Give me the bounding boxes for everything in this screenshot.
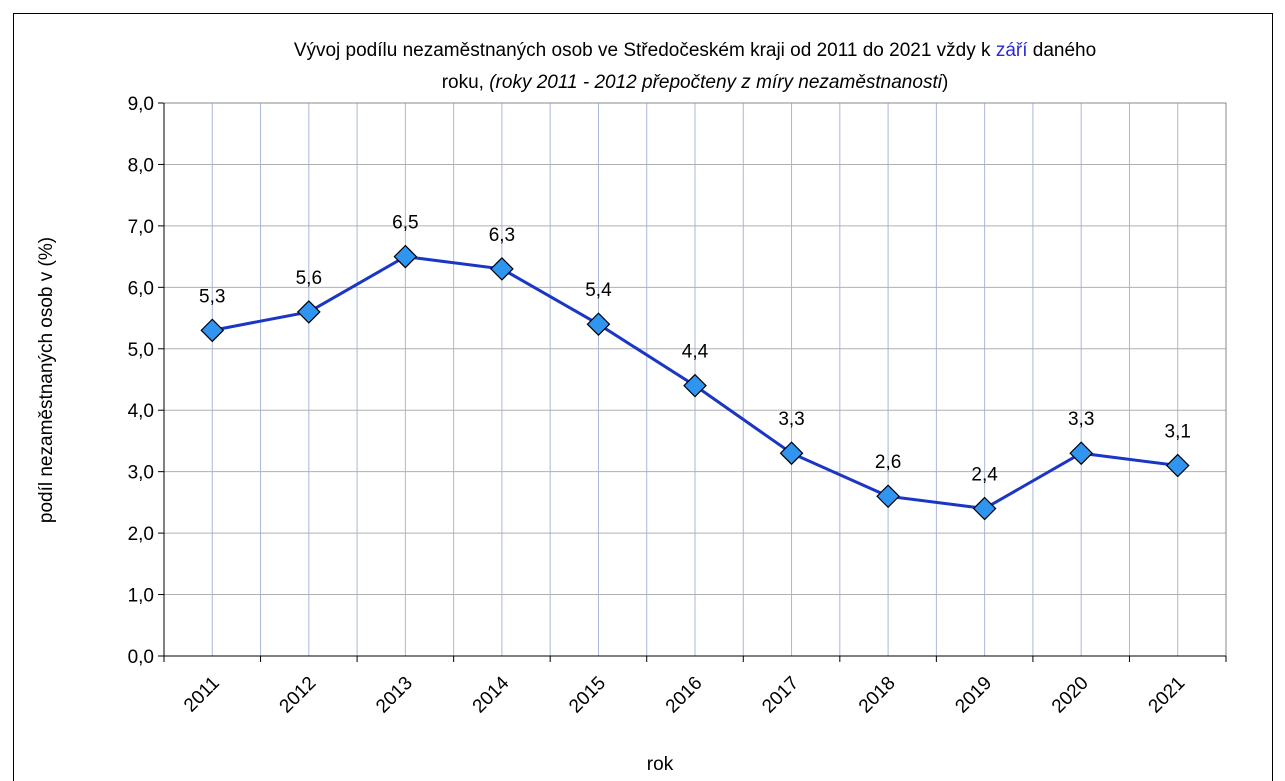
y-axis-label: podíl nezaměstnaných osob v (%)	[36, 237, 57, 523]
data-label: 6,3	[489, 225, 515, 246]
x-tick-label: 2014	[469, 672, 514, 717]
x-tick-label: 2011	[180, 673, 224, 717]
y-tick-label: 4,0	[128, 401, 154, 422]
marker	[200, 318, 225, 343]
data-label: 5,3	[199, 286, 225, 307]
data-label: 6,5	[392, 213, 418, 234]
y-tick-label: 1,0	[128, 586, 154, 607]
y-tick-label: 0,0	[128, 647, 154, 668]
y-tick-label: 5,0	[128, 340, 154, 361]
marker	[490, 257, 514, 281]
title-part: daného	[1028, 40, 1097, 61]
y-tick-label: 2,0	[128, 524, 154, 545]
marker	[683, 373, 707, 398]
y-tick-label: 9,0	[128, 94, 154, 115]
marker	[1069, 441, 1094, 466]
y-tick-label: 8,0	[128, 155, 154, 176]
chart-title: roku, (roky 2011 - 2012 přepočteny z mír…	[442, 72, 949, 93]
title-part: Vývoj podílu nezaměstnaných osob ve Stře…	[294, 40, 996, 61]
marker	[972, 496, 997, 521]
data-label: 5,4	[585, 280, 612, 301]
title-part: roku,	[442, 72, 490, 93]
marker	[296, 300, 321, 324]
data-label: 3,3	[1068, 409, 1094, 430]
title-part: (roky 2011 - 2012 přepočteny z míry neza…	[489, 72, 942, 93]
data-label: 2,6	[875, 452, 901, 473]
marker	[1165, 453, 1190, 478]
chart-frame	[13, 13, 1273, 781]
data-label: 4,4	[682, 342, 709, 363]
title-part: září	[996, 40, 1028, 61]
marker	[393, 244, 418, 269]
x-tick-label: 2021	[1145, 673, 1190, 718]
marker	[779, 441, 804, 466]
data-label: 5,6	[296, 268, 322, 289]
x-tick-label: 2015	[565, 673, 610, 718]
x-tick-label: 2019	[951, 673, 996, 718]
x-tick-label: 2020	[1048, 673, 1093, 718]
x-tick-label: 2012	[276, 673, 321, 718]
x-tick-label: 2013	[372, 673, 417, 718]
data-label: 3,1	[1165, 422, 1191, 443]
y-tick-label: 6,0	[128, 278, 154, 299]
x-tick-label: 2016	[662, 673, 707, 718]
x-axis-label: rok	[647, 754, 674, 775]
marker	[876, 484, 900, 509]
title-part: )	[942, 72, 948, 93]
data-label: 3,3	[778, 409, 804, 430]
chart-title: Vývoj podílu nezaměstnaných osob ve Stře…	[294, 40, 1096, 61]
y-tick-label: 7,0	[128, 217, 154, 238]
data-label: 2,4	[971, 465, 998, 486]
x-tick-label: 2017	[758, 673, 803, 718]
marker	[586, 312, 611, 337]
x-tick-label: 2018	[855, 673, 900, 718]
y-tick-label: 3,0	[128, 463, 154, 484]
